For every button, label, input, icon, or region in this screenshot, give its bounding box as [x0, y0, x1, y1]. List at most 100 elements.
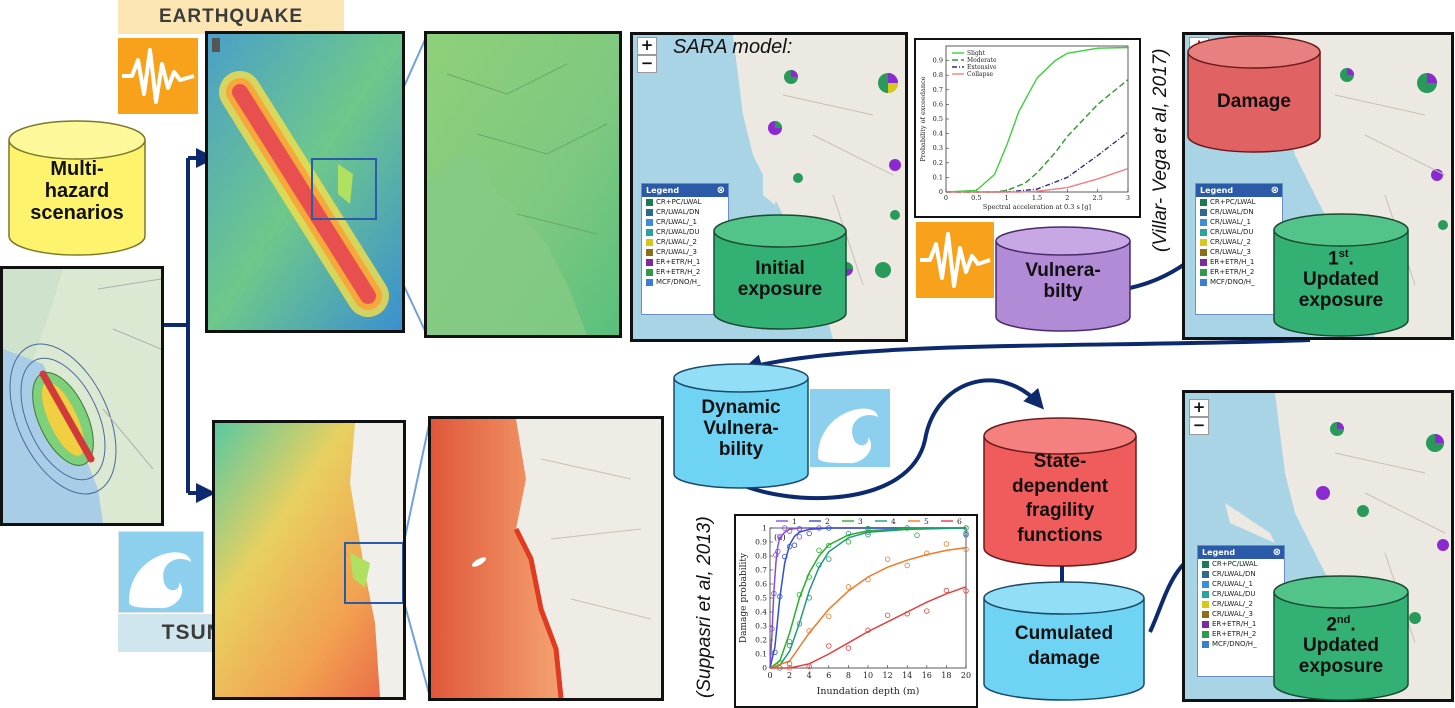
multihazard-cylinder: Multi-hazard scenarios: [6, 118, 148, 258]
legend-swatch: [1202, 630, 1209, 638]
legend-title-u1: Legend ⊗: [1196, 184, 1282, 197]
data-point: [806, 530, 812, 537]
y-tick-label: 0.9: [933, 57, 943, 65]
legend-item: CR/LWAL/DN: [642, 207, 728, 217]
initial-exposure-cylinder: Initial exposure: [712, 213, 848, 331]
tsunami-zoom-map: [428, 416, 664, 701]
legend-item-label: MCF/DNO/H_: [656, 278, 701, 286]
legend-item-label: CR/LWAL/_3: [1210, 248, 1251, 256]
legend-entry: 2: [825, 517, 830, 526]
data-point: [865, 532, 871, 538]
legend-item: CR/LWAL/_3: [1198, 609, 1284, 619]
multihazard-label: Multi-hazard scenarios: [30, 158, 124, 224]
sara-model-title: SARA model:: [673, 36, 793, 58]
data-point: [826, 542, 832, 549]
legend-item: ER+ETR/H_1: [1198, 619, 1284, 629]
x-tick-label: 0: [767, 671, 772, 680]
updated1-label: 1st. Updated exposure: [1298, 248, 1384, 312]
legend-entry: Moderate: [967, 57, 997, 64]
legend-swatch: [1200, 248, 1207, 256]
x-tick-label: 2: [1065, 194, 1069, 202]
data-point: [806, 595, 812, 601]
damage-label: Damage: [1217, 91, 1291, 112]
legend-swatch: [646, 218, 653, 226]
legend-swatch: [646, 268, 653, 276]
y-tick-label: 0.1: [933, 173, 943, 181]
legend-item: ER+ETR/H_2: [1198, 629, 1284, 639]
updated2-text: Updated exposure: [1298, 635, 1384, 678]
legend-items: CR+PC/LWAL CR/LWAL/DN CR/LWAL/_1 CR/LWAL/DU…: [642, 197, 728, 287]
x-tick-label: 14: [902, 671, 912, 680]
data-point: [806, 663, 812, 670]
data-point: [845, 539, 852, 545]
data-point: [769, 626, 775, 632]
x-tick-label: 1.5: [1032, 194, 1042, 202]
data-point: [786, 543, 793, 550]
earthquake-badge: EARTHQUAKE: [118, 0, 344, 34]
legend-swatch: [1202, 580, 1209, 588]
legend-item: CR/LWAL/_1: [1196, 217, 1282, 227]
state-dependent-label: State-dependent fragility functions: [1011, 451, 1109, 547]
legend-item: CR/LWAL/DN: [1196, 207, 1282, 217]
zoom-lines-ts: [403, 419, 431, 698]
legend-item: MCF/DNO/H_: [1198, 639, 1284, 649]
legend-item: CR+PC/LWAL: [1198, 559, 1284, 569]
arrow-dynvuln-to-state: [734, 378, 1044, 501]
legend-swatch: [1200, 268, 1207, 276]
data-point: [786, 642, 793, 649]
x-tick-label: 2: [787, 671, 792, 680]
legend-swatch: [1200, 228, 1207, 236]
tsunami-wave-icon: [118, 531, 204, 613]
legend-item: CR/LWAL/_2: [642, 237, 728, 247]
legend-swatch: [646, 208, 653, 216]
data-point: [782, 553, 788, 560]
data-point: [865, 525, 871, 532]
legend-entry: Collapse: [967, 71, 994, 78]
legend-entry: 6: [957, 517, 962, 526]
data-point: [865, 576, 871, 583]
x-axis-label: Inundation depth (m): [817, 686, 920, 697]
legend-item: CR+PC/LWAL: [642, 197, 728, 207]
legend-close-icon[interactable]: ⊗: [1270, 185, 1279, 196]
legend-close-icon[interactable]: ⊗: [716, 185, 725, 196]
legend-item: MCF/DNO/H_: [642, 277, 728, 287]
zoom-in-button[interactable]: +: [637, 37, 657, 55]
y-tick-label: 0.8: [755, 552, 767, 561]
data-point: [786, 639, 793, 645]
legend-item-label: ER+ETR/H_2: [1212, 630, 1257, 638]
legend-item: ER+ETR/H_2: [1196, 267, 1282, 277]
legend-swatch: [1202, 610, 1209, 618]
legend-close-icon[interactable]: ⊗: [1272, 547, 1281, 558]
zoom-out-button[interactable]: −: [637, 55, 657, 73]
zoom-in-button-u2[interactable]: +: [1189, 399, 1209, 417]
legend-item: CR/LWAL/DN: [1198, 569, 1284, 579]
legend-item: CR/LWAL/DU: [1198, 589, 1284, 599]
cumulated-damage-cylinder: Cumulated damage: [982, 580, 1146, 702]
legend-entry: Extensive: [967, 64, 997, 71]
data-point: [924, 550, 930, 556]
x-tick-label: 0: [944, 194, 948, 202]
series-line-2: [769, 527, 966, 669]
legend-item-label: CR/LWAL/DN: [1210, 208, 1254, 216]
legend-swatch: [646, 278, 653, 286]
data-point: [796, 534, 803, 540]
legend-items-u1: CR+PC/LWAL CR/LWAL/DN CR/LWAL/_1 CR/LWAL/DU…: [1196, 197, 1282, 287]
data-point: [963, 588, 969, 594]
legend-item: MCF/DNO/H_: [1196, 277, 1282, 287]
series-line-extensive: [946, 131, 1129, 193]
zoom-out-button-u2[interactable]: −: [1189, 417, 1209, 435]
y-tick-label: 1: [762, 524, 767, 533]
data-point: [806, 574, 812, 580]
data-point: [777, 593, 783, 600]
legend-item-label: CR/LWAL/DN: [656, 208, 700, 216]
data-point: [796, 591, 803, 598]
y-tick-label: 0.2: [933, 159, 943, 167]
damage-probability-chart: 0 2 4 6 8 10 12 14 16 18 20 0 0.1 0.2 0.3 0.4 0.5 0.6 0.7 0…: [734, 514, 978, 708]
legend-title: Legend ⊗: [642, 184, 728, 197]
legend-swatch: [1202, 600, 1209, 608]
y-tick-label: 0.1: [755, 650, 767, 659]
x-tick-label: 0.5: [971, 194, 981, 202]
legend-entry: 5: [924, 517, 929, 526]
legend-swatch: [1202, 560, 1209, 568]
x-tick-label: 6: [826, 671, 831, 680]
